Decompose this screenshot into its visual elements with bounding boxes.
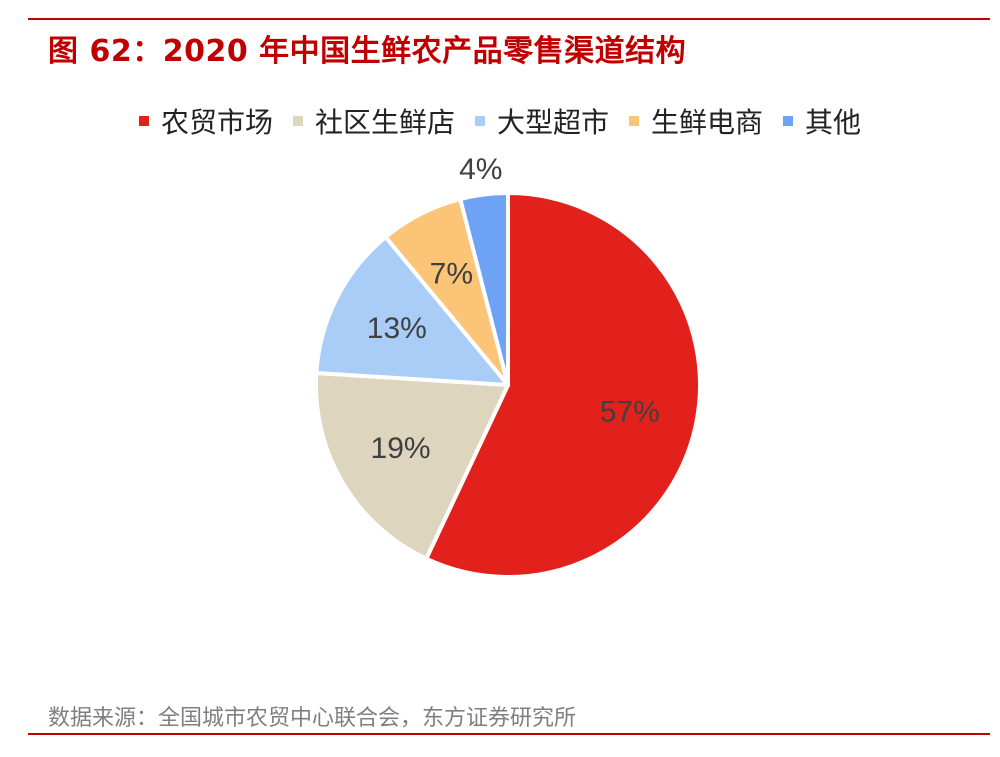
- slice-label: 13%: [367, 312, 427, 345]
- source-note: 数据来源：全国城市农贸中心联合会，东方证券研究所: [48, 706, 577, 731]
- legend-item: 生鲜电商: [629, 101, 763, 141]
- legend-swatch: [783, 116, 794, 126]
- slice-label: 19%: [371, 432, 431, 465]
- pie-slice: [424, 191, 702, 579]
- legend-swatch: [474, 116, 485, 126]
- legend-swatch: [292, 116, 303, 126]
- chart-title: 图 62：2020 年中国生鲜农产品零售渠道结构: [48, 34, 687, 69]
- legend-swatch: [138, 116, 149, 126]
- slice-label: 7%: [430, 257, 473, 290]
- legend-label: 农贸市场: [160, 106, 273, 139]
- chart-legend: 农贸市场 社区生鲜店 大型超市 生鲜电商 其他: [0, 100, 1000, 141]
- legend-label: 其他: [805, 106, 862, 139]
- pie-slice: [458, 191, 510, 387]
- bottom-rule: [28, 733, 990, 735]
- slice-label: 57%: [600, 396, 660, 429]
- legend-item: 农贸市场: [138, 101, 273, 141]
- legend-item: 大型超市: [474, 101, 609, 141]
- legend-item: 社区生鲜店: [292, 101, 455, 141]
- legend-label: 大型超市: [496, 106, 609, 139]
- top-rule: [28, 18, 990, 20]
- legend-label: 社区生鲜店: [314, 106, 455, 139]
- legend-item: 其他: [783, 101, 861, 141]
- pie-slice: [314, 235, 510, 387]
- legend-swatch: [629, 116, 639, 126]
- pie-slice: [314, 370, 510, 561]
- slice-label: 4%: [459, 153, 502, 186]
- legend-label: 生鲜电商: [651, 106, 764, 139]
